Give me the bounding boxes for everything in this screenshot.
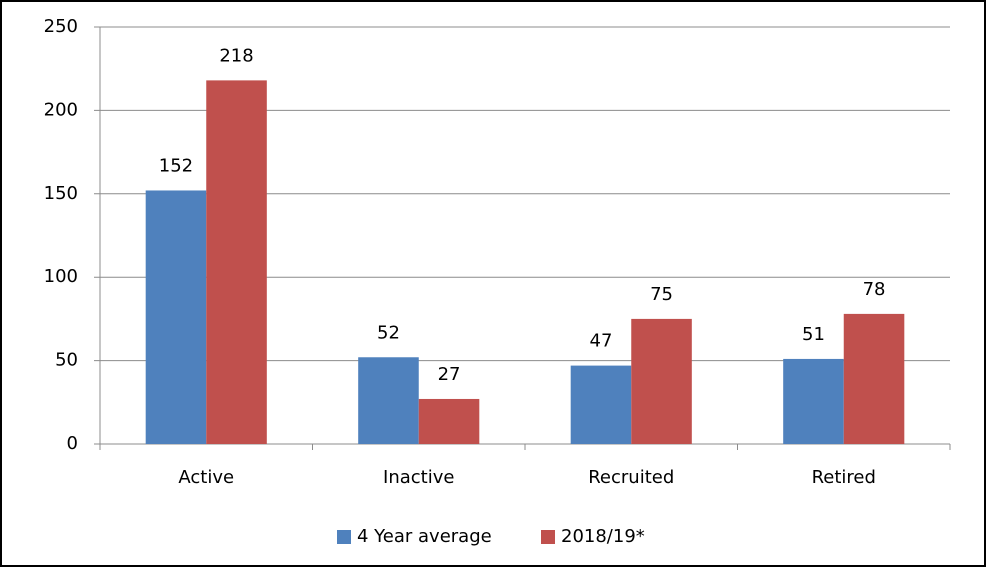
bar bbox=[206, 80, 267, 444]
bar bbox=[570, 365, 632, 444]
data-label: 52 bbox=[377, 322, 400, 343]
y-tick-label: 0 bbox=[67, 433, 78, 454]
data-label: 27 bbox=[438, 364, 461, 385]
legend-swatch bbox=[541, 530, 555, 544]
legend-swatch bbox=[337, 530, 351, 544]
legend-label: 2018/19* bbox=[561, 526, 645, 547]
data-label: 152 bbox=[159, 155, 193, 176]
bar bbox=[631, 318, 692, 444]
y-tick-label: 150 bbox=[44, 183, 78, 204]
data-label: 218 bbox=[219, 45, 253, 66]
data-label: 51 bbox=[802, 324, 825, 345]
legend-label: 4 Year average bbox=[357, 526, 492, 547]
data-label: 78 bbox=[863, 279, 886, 300]
y-tick-label: 100 bbox=[44, 266, 78, 287]
bar bbox=[843, 313, 905, 444]
bar bbox=[358, 357, 419, 444]
y-tick-label: 50 bbox=[55, 350, 78, 371]
x-tick-label: Inactive bbox=[383, 467, 454, 488]
data-label: 47 bbox=[590, 331, 613, 352]
x-tick-label: Recruited bbox=[588, 467, 674, 488]
y-tick-label: 200 bbox=[44, 99, 78, 120]
y-tick-label: 250 bbox=[44, 16, 78, 37]
data-label: 75 bbox=[650, 284, 673, 305]
x-tick-label: Active bbox=[178, 467, 234, 488]
x-tick-label: Retired bbox=[812, 467, 876, 488]
bar bbox=[145, 190, 207, 444]
bar bbox=[418, 398, 480, 444]
bar bbox=[783, 358, 844, 444]
